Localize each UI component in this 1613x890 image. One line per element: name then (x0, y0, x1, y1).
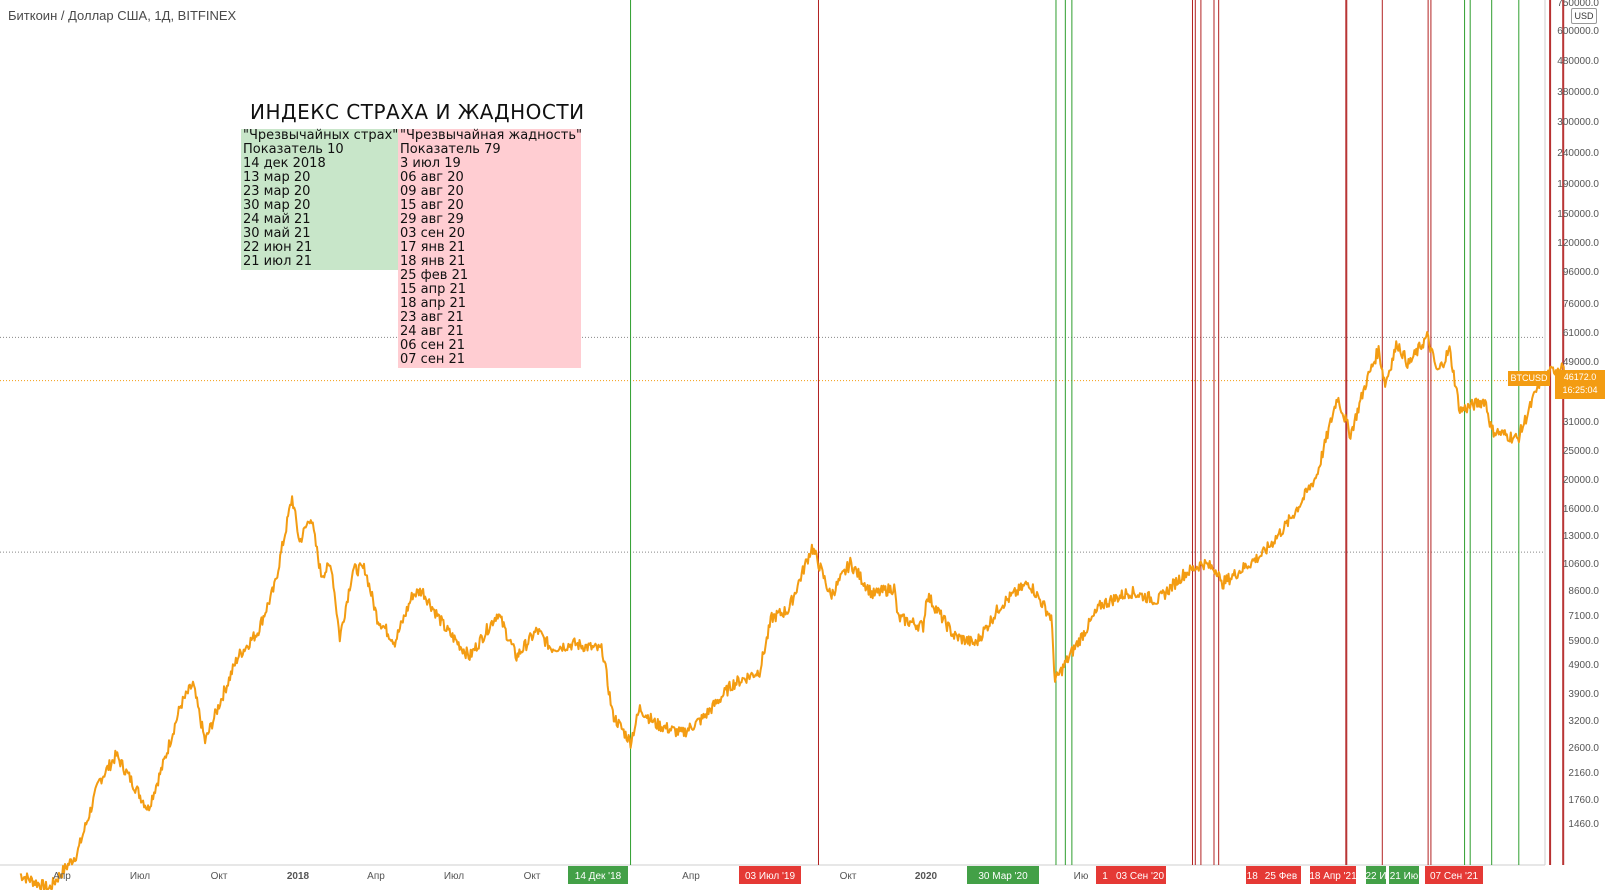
time-tick-label: 03 Сен '20 (1116, 871, 1164, 882)
greed-date: 24 авг 21 (400, 324, 464, 339)
last-price-value: 46172.0 (1563, 372, 1597, 382)
greed-date: 07 сен 21 (400, 352, 465, 367)
greed-date: 29 авг 29 (400, 212, 464, 227)
fear-date: 30 май 21 (243, 226, 311, 241)
price-tick-label: 61000.0 (1563, 328, 1600, 339)
time-tick-label: Апр (367, 871, 385, 882)
time-tick-label: Апр (682, 871, 700, 882)
fear-date: 13 мар 20 (243, 170, 311, 185)
greed-date: 03 сен 20 (400, 226, 465, 241)
price-tick-label: 49000.0 (1563, 357, 1600, 368)
time-tick-label: 30 Мар '20 (978, 871, 1028, 882)
greed-date: 3 июл 19 (400, 156, 461, 171)
greed-date: 23 авг 21 (400, 310, 464, 325)
fear-date: 21 июл 21 (243, 254, 313, 269)
price-tick-label: 380000.0 (1557, 87, 1599, 98)
price-tick-label: 150000.0 (1557, 209, 1599, 220)
price-tick-label: 76000.0 (1563, 299, 1600, 310)
price-tick-label: 7100.0 (1568, 611, 1599, 622)
time-tick-label: 2018 (287, 871, 310, 882)
price-tick-label: 31000.0 (1563, 417, 1600, 428)
price-tick-label: 10600.0 (1563, 559, 1600, 570)
time-tick-label: Апр (53, 871, 71, 882)
price-tick-label: 3900.0 (1568, 689, 1599, 700)
time-tick-label: Июл (444, 871, 464, 882)
time-axis-highlight (967, 866, 1039, 884)
time-axis-highlight (1096, 866, 1114, 884)
time-tick-label: 14 Дек '18 (575, 871, 622, 882)
price-tick-label: 20000.0 (1563, 475, 1600, 486)
time-axis-highlight (1310, 866, 1356, 884)
fear-date: 14 дек 2018 (243, 156, 326, 171)
greed-date: 17 янв 21 (400, 240, 466, 255)
fear-date: 30 мар 20 (243, 198, 311, 213)
time-tick-label: 1 (1102, 871, 1108, 882)
time-tick-label: Окт (524, 871, 541, 882)
price-tick-label: 600000.0 (1557, 26, 1599, 37)
time-tick-label: 22 И (1365, 871, 1386, 882)
greed-indicator: Показатель 79 (400, 142, 501, 157)
price-tick-label: 120000.0 (1557, 238, 1599, 249)
greed-date: 18 апр 21 (400, 296, 467, 311)
price-tick-label: 750000.0 (1557, 0, 1599, 9)
time-tick-label: 18 Ян (1247, 871, 1274, 882)
time-axis-highlight (1366, 866, 1386, 884)
fear-date: 24 май 21 (243, 212, 311, 227)
time-tick-label: Июл (130, 871, 150, 882)
time-axis-highlight (1389, 866, 1419, 884)
price-tick-label: 480000.0 (1557, 56, 1599, 67)
price-tick-label: 190000.0 (1557, 179, 1599, 190)
price-tick-label: 300000.0 (1557, 117, 1599, 128)
time-tick-label: 07 Сен '21 (1430, 871, 1478, 882)
time-tick-label: Окт (211, 871, 228, 882)
fear-date: 23 мар 20 (243, 184, 311, 199)
greed-date: 25 фев 21 (400, 268, 469, 283)
time-axis-highlight (1425, 866, 1483, 884)
chart-title: Биткоин / Доллар США, 1Д, BITFINEX (8, 8, 237, 23)
time-tick-label: 03 Июл '19 (745, 871, 795, 882)
time-tick-label: 18 Апр '21 (1309, 871, 1357, 882)
greed-date: 09 авг 20 (400, 184, 464, 199)
time-tick-label: 21 Ию (1390, 871, 1419, 882)
price-tick-label: 2600.0 (1568, 743, 1599, 754)
price-tick-label: 96000.0 (1563, 267, 1600, 278)
price-tick-label: 16000.0 (1563, 504, 1600, 515)
price-tick-label: 2160.0 (1568, 768, 1599, 779)
price-tick-label: 240000.0 (1557, 148, 1599, 159)
price-tick-label: 3200.0 (1568, 716, 1599, 727)
last-price-tag: 46172.0 16:25:04 (1555, 370, 1605, 399)
fear-table: "Чрезвычайных страх" Показатель 10 14 де… (241, 129, 400, 270)
time-tick-label: Окт (840, 871, 857, 882)
fear-greed-title: ИНДЕКС СТРАХА И ЖАДНОСТИ (250, 100, 585, 124)
price-tick-label: 13000.0 (1563, 531, 1600, 542)
time-tick-label: Ию (1074, 871, 1089, 882)
time-tick-label: 2020 (915, 871, 938, 882)
symbol-tag: BTCUSD (1508, 371, 1550, 386)
price-tick-label: 4900.0 (1568, 660, 1599, 671)
fear-header: "Чрезвычайных страх" (243, 128, 399, 143)
price-tick-label: 5900.0 (1568, 636, 1599, 647)
fear-date: 22 июн 21 (243, 240, 313, 255)
time-axis-highlight (1114, 866, 1166, 884)
price-tick-label: 1760.0 (1568, 795, 1599, 806)
greed-date: 18 янв 21 (400, 254, 466, 269)
price-tick-label: 1460.0 (1568, 819, 1599, 830)
greed-date: 15 авг 20 (400, 198, 464, 213)
time-axis-highlight (1261, 866, 1301, 884)
greed-header: "Чрезвычайная жадность" (400, 128, 582, 143)
greed-date: 06 сен 21 (400, 338, 465, 353)
price-tick-label: 8600.0 (1568, 586, 1599, 597)
time-axis-highlight (739, 866, 801, 884)
fear-indicator: Показатель 10 (243, 142, 344, 157)
greed-date: 15 апр 21 (400, 282, 467, 297)
price-tick-label: 25000.0 (1563, 446, 1600, 457)
greed-table: "Чрезвычайная жадность" Показатель 79 3 … (398, 128, 582, 368)
time-tick-label: 25 Фев (1265, 871, 1297, 882)
time-axis-highlight (568, 866, 628, 884)
bar-countdown: 16:25:04 (1562, 385, 1598, 395)
greed-date: 06 авг 20 (400, 170, 464, 185)
currency-badge[interactable]: USD (1571, 8, 1597, 24)
price-series-line (19, 331, 1572, 890)
